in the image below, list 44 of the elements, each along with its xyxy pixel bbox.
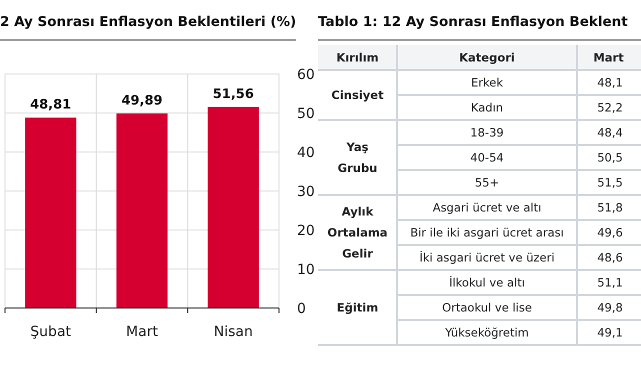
y-tick-label: 0	[297, 300, 306, 317]
category-label: Asgari ücret ve altı	[432, 200, 542, 215]
x-tick-label: Nisan	[214, 324, 253, 340]
category-label: Kategori	[459, 50, 515, 65]
category-label: Kadın	[470, 100, 504, 115]
text: 49,8	[597, 300, 623, 315]
text: 48,4	[597, 126, 623, 140]
y-tick-label: 40	[297, 144, 315, 161]
data-label: 51,56	[212, 86, 254, 102]
category-label: 55+	[474, 176, 500, 190]
text: Tablo 1: 12 Ay Sonrası Enflasyon Beklent	[318, 14, 628, 30]
text: 51,8	[597, 200, 623, 215]
x-tick-label: Mart	[126, 324, 158, 340]
text: 51,1	[597, 276, 623, 290]
category-label: 18-39	[470, 126, 504, 140]
category-label: Bir ile iki asgari ücret arası	[410, 226, 564, 240]
category-label: Kırılım	[336, 50, 379, 65]
category-label: Aylık Ortalama Gelir	[327, 204, 388, 261]
y-tick-label: 30	[297, 184, 315, 200]
category-label: Yükseköğretim	[445, 326, 529, 340]
text: 49,6	[597, 226, 623, 240]
category-label: Ortaokul ve lise	[442, 300, 532, 315]
text: 48,6	[597, 250, 623, 265]
x-tick-label: Şubat	[30, 324, 72, 340]
category-label: İki asgari ücret ve üzeri	[419, 250, 555, 265]
category-label: Eğitim	[336, 300, 378, 315]
category-label: İlkokul ve altı	[449, 276, 525, 290]
category-label: Cinsiyet	[331, 88, 384, 102]
category-label: 40-54	[470, 150, 504, 165]
chart-title: 2 Ay Sonrası Enflasyon Beklentileri (%)	[0, 14, 296, 30]
y-tick-label: 10	[297, 262, 315, 278]
y-tick-label: 60	[297, 66, 315, 83]
category-label: Erkek	[471, 76, 503, 90]
text: 51,5	[597, 176, 623, 190]
category-label: Mart	[593, 50, 624, 65]
text: 49,1	[597, 326, 623, 340]
data-label: 49,89	[121, 93, 163, 108]
y-tick-label: 50	[297, 106, 315, 122]
text: 50,5	[597, 150, 623, 165]
data-label: 48,81	[30, 98, 72, 113]
text: 52,2	[597, 100, 623, 115]
text: 48,1	[597, 76, 623, 90]
y-tick-label: 20	[297, 222, 315, 239]
category-label: Yaş Grubu	[338, 140, 378, 176]
